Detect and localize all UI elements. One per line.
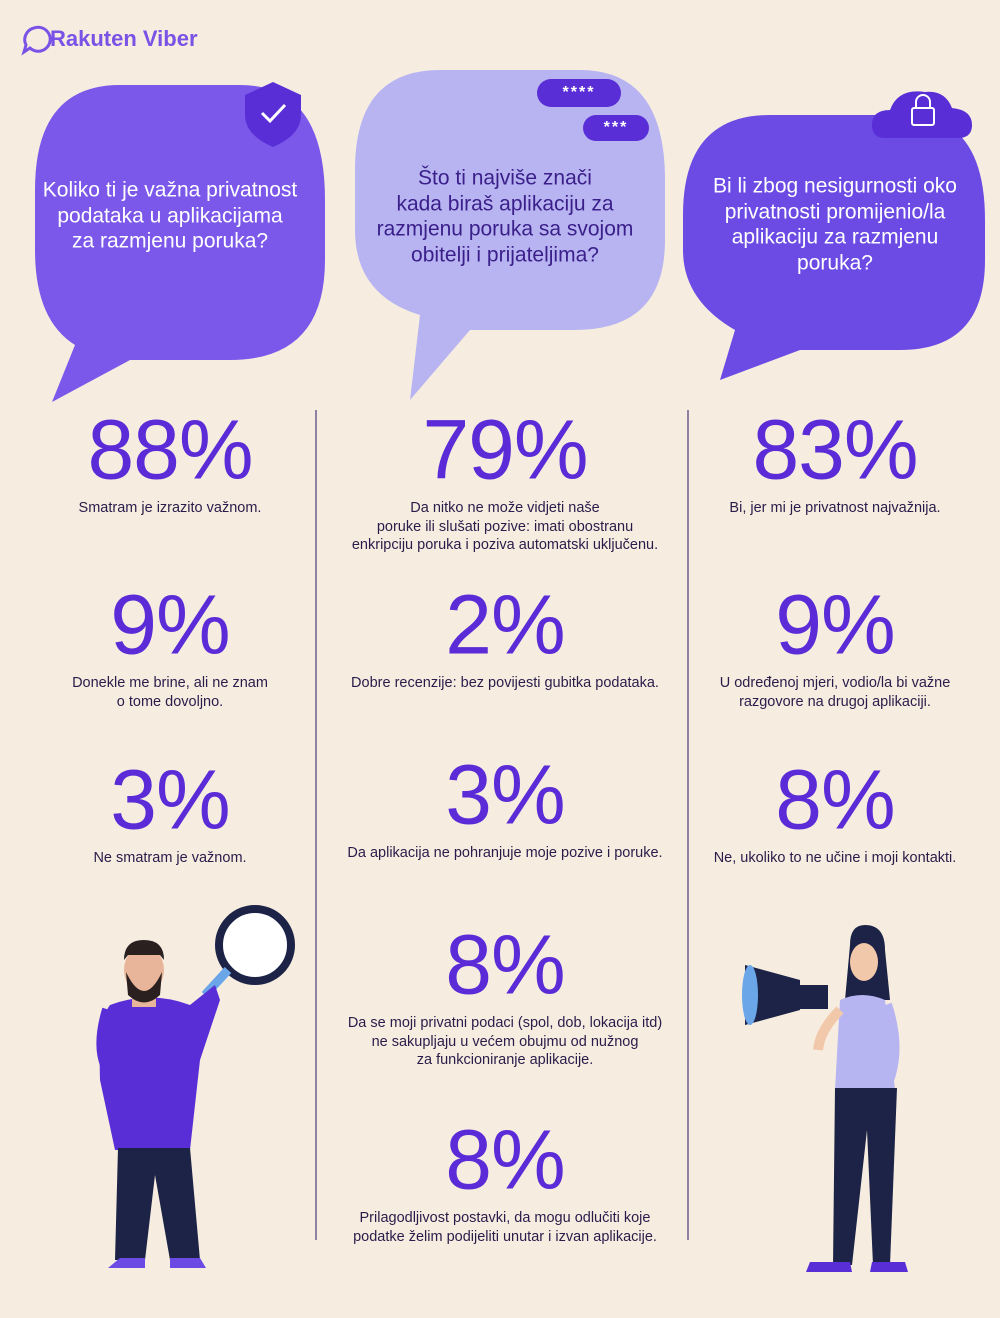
password-bubble: [583, 115, 649, 141]
speech-bubble: [355, 70, 665, 400]
stat-caption: ne sakupljaju u većem obujmu od nužnog: [371, 1033, 639, 1050]
stat-caption: podatke želim podijeliti unutar i izvan …: [353, 1228, 657, 1245]
stat-caption: Dobre recenzije: bez povijesti gubitka p…: [351, 675, 659, 691]
stat-value: 3%: [445, 747, 565, 842]
password-text: ****: [562, 84, 596, 101]
stat-caption: Bi, jer mi je privatnost najvažnija.: [729, 500, 941, 516]
stat-caption: Prilagodljivost postavki, da mogu odluči…: [359, 1210, 651, 1226]
stat-value: 8%: [445, 1112, 565, 1207]
stat-value: 8%: [775, 752, 895, 847]
woman-illustration: [742, 925, 908, 1272]
stat-caption: za funkcioniranje aplikacije.: [416, 1052, 594, 1068]
logo-icon: [21, 25, 52, 56]
cloud-icon: [872, 91, 972, 138]
stat-value: 3%: [110, 752, 230, 847]
stat-caption: Donekle me brine, ali ne znam: [72, 675, 268, 691]
question-line: kada biraš aplikaciju za: [396, 192, 614, 215]
logo: Rakuten Viber: [50, 26, 198, 51]
password-bubble: [537, 79, 621, 107]
stat-value: 9%: [775, 577, 895, 672]
stat-caption: razgovore na drugoj aplikaciji.: [739, 693, 931, 710]
question-line: Koliko ti je važna privatnost: [42, 178, 298, 202]
man-illustration: [96, 905, 295, 1268]
question-line: obitelji i prijateljima?: [411, 243, 599, 266]
stat-caption: enkripciju poruka i poziva automatski uk…: [351, 537, 659, 553]
stat-caption: Da se moji privatni podaci (spol, dob, l…: [347, 1015, 663, 1031]
question-line: poruka?: [797, 251, 873, 274]
question-line: aplikaciju za razmjenu: [731, 225, 939, 249]
stat-caption: poruke ili slušati pozive: imati obostra…: [376, 518, 634, 535]
speech-bubble: [683, 115, 985, 380]
stat-value: 8%: [445, 917, 565, 1012]
stat-value: 88%: [87, 402, 253, 497]
speech-bubble: [35, 85, 325, 402]
stat-value: 79%: [422, 402, 588, 497]
stat-caption: Da nitko ne može vidjeti naše: [410, 500, 600, 516]
stat-value: 2%: [445, 577, 565, 672]
lock-icon: [915, 94, 931, 108]
shield-icon: [245, 82, 301, 147]
stat-caption: Smatram je izrazito važnom.: [78, 500, 262, 516]
question-line: podataka u aplikacijama: [57, 204, 283, 227]
stat-value: 9%: [110, 577, 230, 672]
password-text: ***: [603, 119, 629, 136]
stat-caption: U određenoj mjeri, vodio/la bi važne: [719, 675, 951, 691]
check-icon: [260, 103, 287, 124]
stat-caption: Ne smatram je važnom.: [93, 850, 247, 866]
stat-value: 83%: [752, 402, 918, 497]
question-line: Što ti najviše znači: [418, 166, 592, 190]
stat-caption: Ne, ukoliko to ne učine i moji kontakti.: [713, 850, 957, 866]
stat-caption: o tome dovoljno.: [116, 693, 224, 710]
question-line: razmjenu poruka sa svojom: [376, 217, 634, 241]
stat-caption: Da aplikacija ne pohranjuje moje pozive …: [347, 845, 663, 861]
lock-icon: [911, 107, 935, 126]
question-line: privatnosti promijenio/la: [724, 200, 946, 223]
question-line: Bi li zbog nesigurnosti oko: [713, 174, 957, 198]
question-line: za razmjenu poruka?: [71, 229, 269, 253]
